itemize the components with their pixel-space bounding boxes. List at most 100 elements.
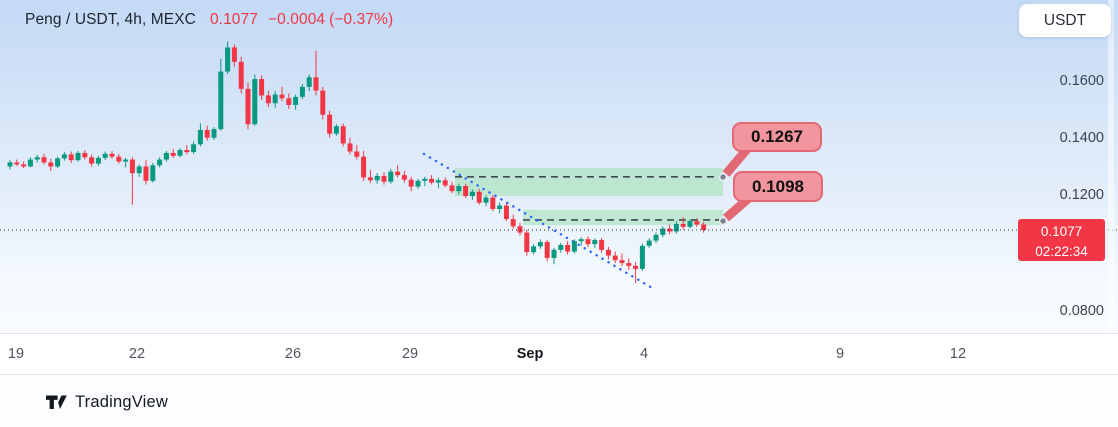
candle-body (694, 221, 700, 225)
candle-body (313, 77, 319, 91)
candle-body (7, 162, 13, 167)
price-axis-label: 0.1400 (1059, 130, 1104, 146)
candle-body (680, 223, 686, 227)
candle-body (191, 144, 197, 153)
candle-body (490, 197, 496, 210)
candle-body (68, 154, 74, 161)
candle-body (374, 175, 380, 181)
candle-body (469, 191, 475, 197)
candle-body (123, 159, 129, 162)
candle-body (422, 178, 428, 181)
candle-body (354, 151, 360, 157)
candle-body (116, 156, 122, 162)
candle-body (673, 223, 679, 232)
price-callout-support[interactable]: 0.1098 (733, 171, 823, 202)
candle-body (476, 191, 482, 203)
tradingview-logo-text: TradingView (75, 393, 168, 411)
candle-body (333, 126, 339, 134)
candle-body (95, 157, 101, 164)
candle-body (408, 179, 414, 187)
candle-body (551, 249, 557, 258)
tradingview-logo[interactable]: TradingView (45, 393, 168, 412)
candle-body (531, 246, 537, 253)
time-axis-label: 22 (128, 346, 146, 362)
candle-body (163, 152, 169, 160)
candle-body (102, 153, 108, 158)
candle-body (299, 86, 305, 97)
chart-background (0, 0, 1118, 333)
candle-body (143, 166, 149, 181)
candle-body (571, 241, 577, 252)
candle-body (524, 232, 530, 253)
candle-body (646, 240, 652, 246)
candle-body (259, 79, 265, 96)
candle-body (449, 185, 455, 192)
candle-body (612, 255, 618, 261)
candle-body (558, 244, 564, 250)
candle-body (517, 226, 523, 233)
candle-body (388, 171, 394, 182)
candle-body (129, 159, 135, 174)
candle-body (429, 178, 435, 183)
candle-body (327, 114, 333, 134)
candle-body (55, 158, 61, 167)
chart-area[interactable]: Peng / USDT, 4h, MEXC 0.1077 −0.0004 (−0.37… (0, 0, 1118, 333)
candle-body (109, 153, 115, 157)
candle-body (503, 205, 509, 220)
footer-bar: TradingView (0, 374, 1118, 427)
candle-body (320, 90, 326, 115)
candle-body (34, 157, 40, 160)
candle-body (157, 159, 163, 166)
candle-body (381, 175, 387, 182)
candle-body (442, 180, 448, 186)
candle-body (293, 96, 299, 105)
candle-body (585, 239, 591, 245)
candle-body (667, 228, 673, 232)
right-edge-strip (1108, 0, 1114, 333)
candle-body (578, 239, 584, 242)
price-callout-resistance[interactable]: 0.1267 (732, 122, 822, 152)
candle-body (483, 197, 489, 203)
candle-body (245, 88, 251, 125)
candle-body (592, 240, 598, 245)
time-axis[interactable]: 19 22 26 29 Sep 4 9 12 (0, 333, 1118, 375)
candle-body (82, 152, 88, 158)
price-axis-label: 0.1200 (1059, 187, 1104, 203)
candle-body (626, 263, 632, 266)
candle-body (361, 156, 367, 178)
candle-body (218, 71, 224, 130)
zone-rect (455, 167, 723, 197)
candle-body (150, 165, 156, 181)
candle-body (599, 240, 605, 250)
candle-body (225, 47, 231, 72)
currency-toggle-button[interactable]: USDT (1019, 4, 1111, 37)
candle-body (89, 157, 95, 164)
candle-body (27, 159, 33, 167)
time-axis-label: 12 (949, 346, 967, 362)
candle-body (41, 157, 47, 163)
candle-body (537, 242, 543, 247)
candle-body (197, 129, 203, 145)
candle-body (279, 94, 285, 99)
candle-body (401, 175, 407, 180)
quote-change: −0.0004 (267, 11, 326, 28)
chart-header: Peng / USDT, 4h, MEXC 0.1077 −0.0004 (−0.37… (25, 11, 393, 29)
candlestick-chart-canvas[interactable] (0, 0, 1118, 333)
symbol-title: Peng / USDT, 4h, MEXC (25, 11, 196, 28)
zone-rect (523, 209, 723, 226)
candle-body (565, 244, 571, 252)
candle-body (347, 143, 353, 152)
candle-body (306, 77, 312, 87)
candle-body (456, 186, 462, 192)
candle-body (136, 166, 142, 174)
candle-body (238, 61, 244, 89)
candle-body (231, 47, 237, 62)
candle-body (367, 177, 373, 181)
candle-body (435, 180, 441, 183)
candle-body (340, 126, 346, 144)
quote-price: 0.1077 −0.0004 (−0.37%) (209, 11, 394, 28)
time-axis-label: 19 (7, 346, 25, 362)
time-axis-label: 9 (835, 346, 845, 362)
candle-body (701, 224, 707, 230)
candle-body (463, 186, 469, 197)
